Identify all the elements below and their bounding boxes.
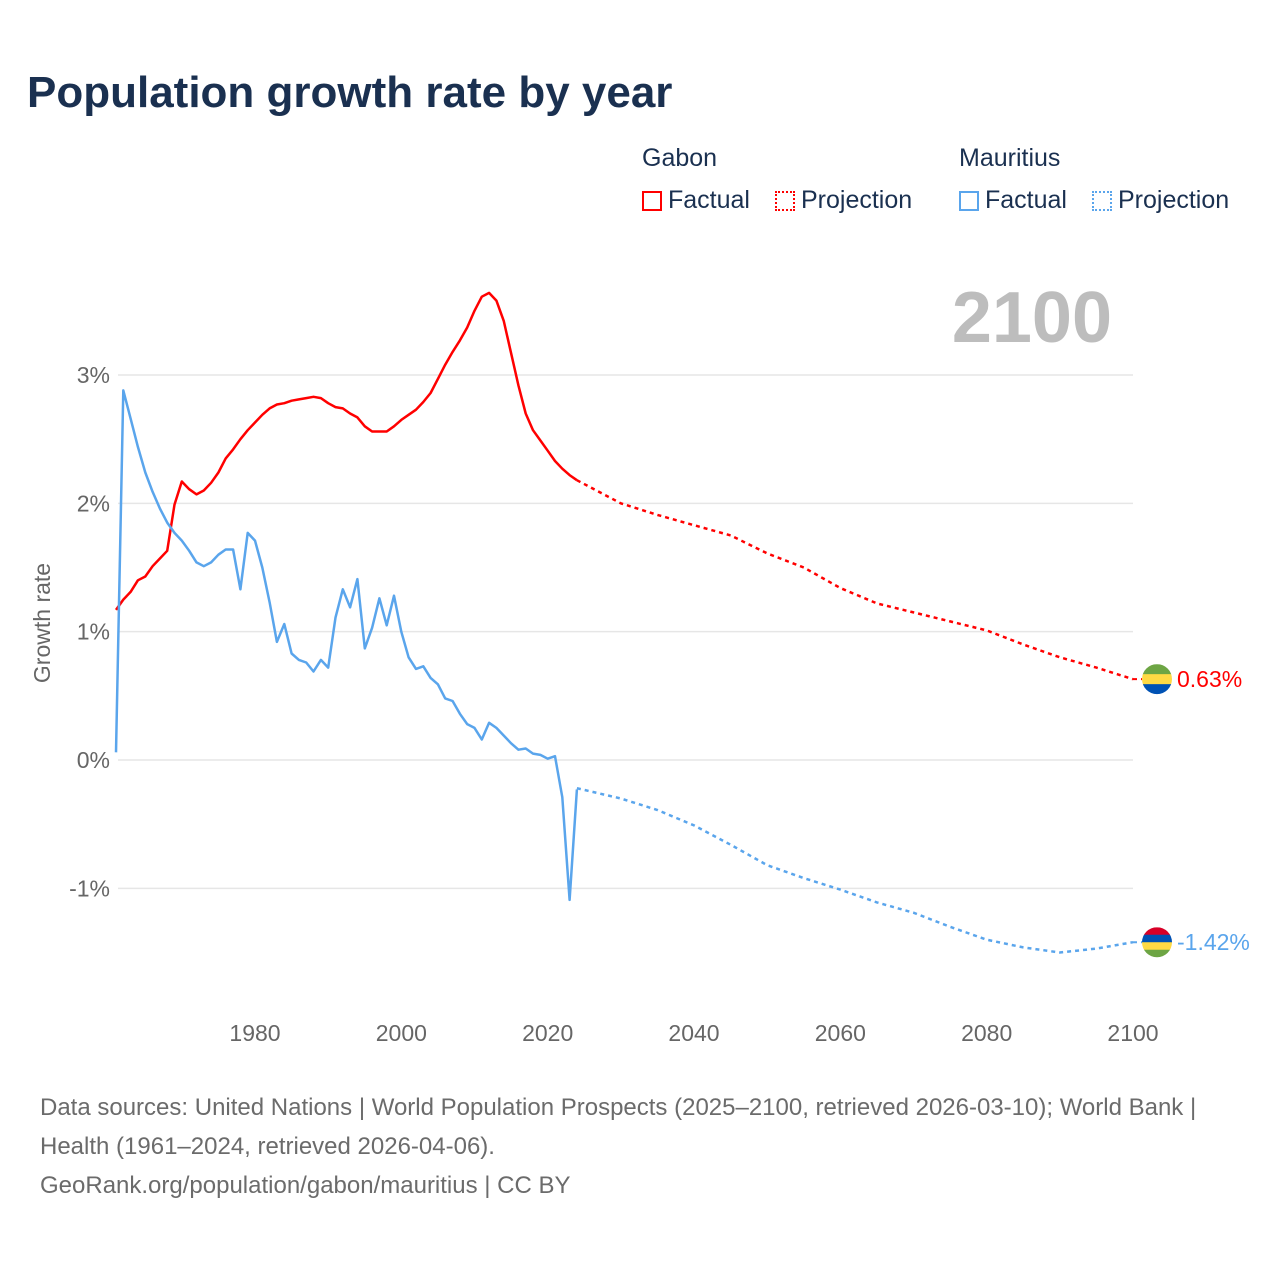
source-link[interactable]: GeoRank.org/population/gabon/mauritius |…	[40, 1172, 571, 1199]
flag-stripe	[1142, 674, 1172, 685]
legend-swatch-dotted	[775, 190, 795, 211]
legend-gabon-projection[interactable]: Projection	[775, 186, 912, 215]
flag-stripe	[1142, 927, 1172, 936]
x-tick-label: 2040	[668, 1020, 719, 1046]
y-tick-label: 0%	[77, 747, 110, 773]
legend-group-gabon: Gabon	[642, 144, 718, 172]
x-tick-label: 2060	[815, 1020, 866, 1046]
y-tick-label: 3%	[77, 362, 110, 388]
x-tick-label: 2000	[376, 1020, 427, 1046]
y-tick-label: 2%	[77, 490, 110, 516]
mauritius-factual-line	[114, 389, 579, 902]
flag-stripe	[1142, 942, 1172, 951]
current-year-label: 2100	[952, 278, 1112, 358]
mauritius-end-value-label: -1.42%	[1177, 929, 1250, 955]
legend-swatch-solid	[959, 190, 979, 211]
x-tick-label: 1980	[229, 1020, 280, 1046]
gabon-projection-line	[576, 479, 1134, 681]
legend-group-mauritius: Mauritius	[959, 144, 1061, 172]
legend-label: Projection	[801, 186, 913, 214]
y-tick-label: 1%	[77, 619, 110, 645]
mauritius-flag-icon	[1142, 927, 1172, 958]
x-tick-label: 2080	[961, 1020, 1012, 1046]
x-tick-label: 2100	[1107, 1020, 1158, 1046]
legend-label: Factual	[985, 186, 1067, 214]
legend-mauritius-factual[interactable]: Factual	[959, 186, 1067, 215]
y-axis-label: Growth rate	[29, 563, 55, 683]
legend-label: Factual	[668, 186, 750, 214]
gabon-flag-icon	[1142, 664, 1172, 695]
legend-swatch-dotted	[1092, 190, 1112, 211]
footer: Data sources: United Nations | World Pop…	[40, 1088, 1240, 1205]
gabon-end-value-label: 0.63%	[1177, 666, 1242, 692]
legend-mauritius-projection[interactable]: Projection	[1092, 186, 1229, 215]
legend-label: Projection	[1118, 186, 1230, 214]
flag-stripe	[1142, 684, 1172, 695]
gabon-factual-line	[114, 291, 578, 611]
flag-stripe	[1142, 934, 1172, 943]
legend-gabon-factual[interactable]: Factual	[642, 186, 750, 215]
flag-stripe	[1142, 949, 1172, 958]
legend-swatch-solid	[642, 190, 662, 211]
page-title: Population growth rate by year	[27, 68, 673, 117]
mauritius-projection-line	[576, 786, 1134, 954]
data-sources: Data sources: United Nations | World Pop…	[40, 1094, 1197, 1160]
x-tick-label: 2020	[522, 1020, 573, 1046]
flag-stripe	[1142, 664, 1172, 675]
y-tick-label: -1%	[69, 875, 110, 901]
